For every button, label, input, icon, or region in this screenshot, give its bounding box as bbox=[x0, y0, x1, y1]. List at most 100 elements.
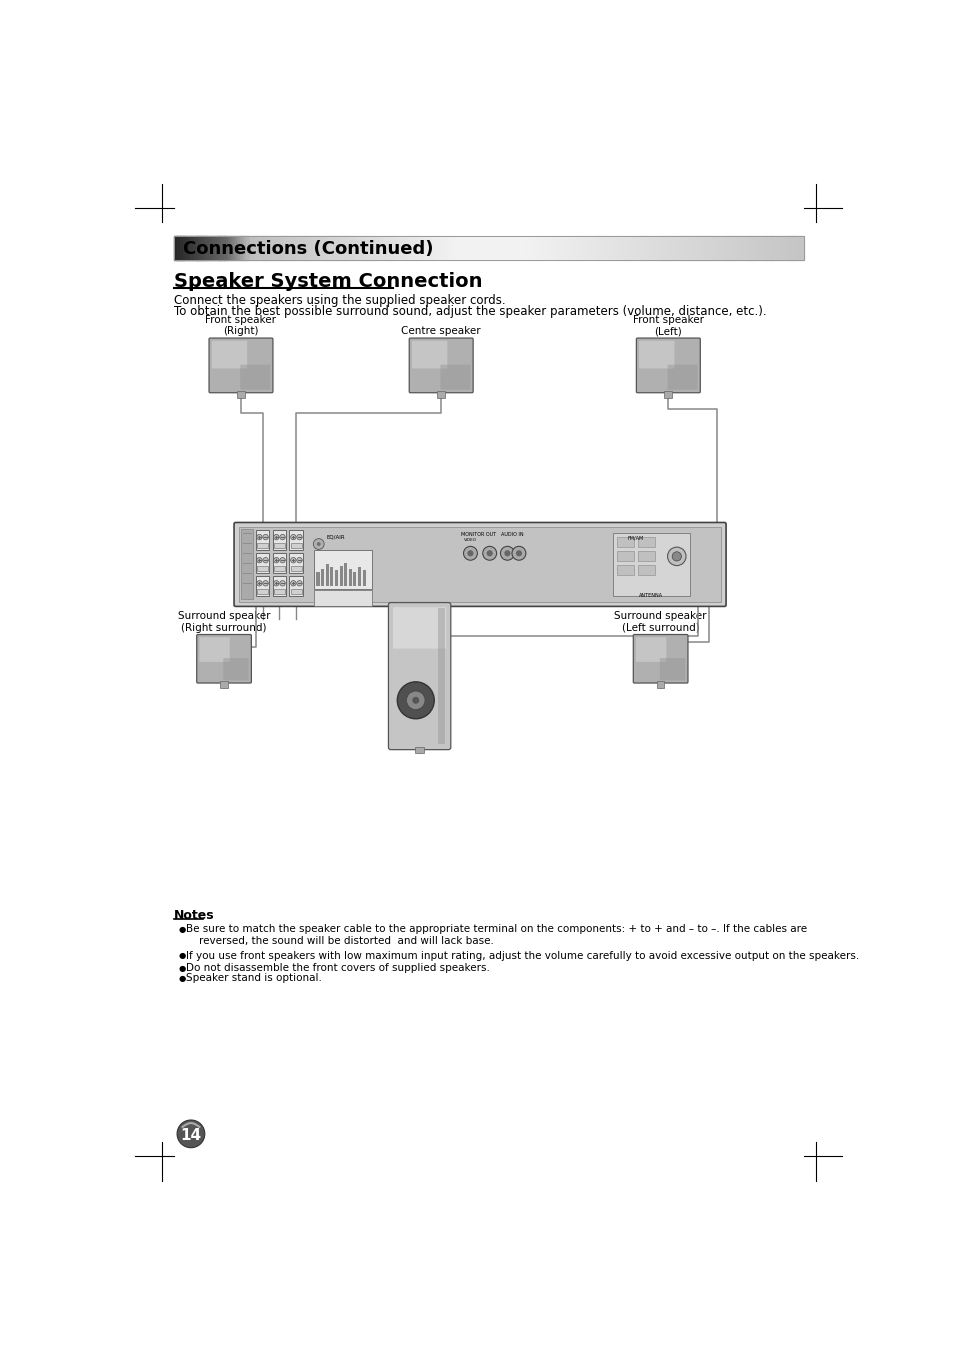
Bar bbox=[289, 577, 303, 596]
Bar bbox=[646, 236, 649, 259]
Bar bbox=[437, 608, 445, 744]
Bar bbox=[296, 236, 300, 259]
Bar bbox=[436, 390, 444, 397]
Bar bbox=[372, 236, 375, 259]
Bar bbox=[690, 236, 694, 259]
Bar bbox=[507, 236, 511, 259]
Bar bbox=[463, 236, 467, 259]
Bar bbox=[564, 236, 568, 259]
Bar bbox=[749, 236, 753, 259]
Bar bbox=[349, 569, 352, 585]
Bar bbox=[314, 590, 372, 605]
Bar bbox=[567, 236, 571, 259]
Bar bbox=[693, 236, 697, 259]
Bar bbox=[784, 236, 788, 259]
Bar bbox=[504, 236, 508, 259]
FancyBboxPatch shape bbox=[636, 338, 700, 393]
Bar bbox=[287, 236, 291, 259]
Bar bbox=[265, 236, 269, 259]
Bar bbox=[335, 236, 338, 259]
Bar bbox=[638, 538, 655, 547]
Bar bbox=[470, 236, 473, 259]
Bar bbox=[781, 236, 784, 259]
Bar bbox=[759, 236, 762, 259]
Text: Connect the speakers using the supplied speaker cords.: Connect the speakers using the supplied … bbox=[173, 293, 505, 307]
Bar bbox=[325, 565, 329, 585]
Circle shape bbox=[177, 1120, 205, 1148]
Bar bbox=[318, 236, 322, 259]
Text: Front speaker
(Left): Front speaker (Left) bbox=[632, 315, 703, 336]
Text: Be sure to match the speaker cable to the appropriate terminal on the components: Be sure to match the speaker cable to th… bbox=[186, 924, 806, 946]
Bar bbox=[429, 236, 433, 259]
Circle shape bbox=[467, 550, 473, 557]
Bar bbox=[366, 236, 370, 259]
Bar bbox=[633, 236, 637, 259]
Bar bbox=[202, 236, 206, 259]
Text: Surround speaker
(Left surround): Surround speaker (Left surround) bbox=[614, 611, 706, 632]
Bar bbox=[187, 236, 190, 259]
Bar bbox=[727, 236, 731, 259]
Bar bbox=[664, 390, 672, 397]
Text: Do not disassemble the front covers of supplied speakers.: Do not disassemble the front covers of s… bbox=[186, 963, 490, 973]
Text: AUDIO IN: AUDIO IN bbox=[501, 532, 523, 536]
Bar bbox=[344, 236, 347, 259]
Bar bbox=[273, 554, 286, 573]
Bar bbox=[611, 236, 615, 259]
Text: EQ/AIR: EQ/AIR bbox=[326, 535, 345, 540]
Bar bbox=[560, 236, 564, 259]
Bar bbox=[589, 236, 593, 259]
Bar bbox=[240, 236, 243, 259]
Bar bbox=[517, 236, 520, 259]
Bar bbox=[339, 566, 342, 585]
Circle shape bbox=[296, 535, 302, 540]
Bar bbox=[199, 236, 203, 259]
Bar bbox=[638, 565, 655, 574]
Bar bbox=[700, 236, 702, 259]
Circle shape bbox=[274, 535, 279, 540]
Text: Notes: Notes bbox=[173, 909, 214, 921]
Bar bbox=[180, 236, 184, 259]
Bar bbox=[734, 236, 738, 259]
Bar bbox=[416, 236, 419, 259]
Bar bbox=[354, 236, 356, 259]
FancyBboxPatch shape bbox=[212, 340, 247, 369]
Bar bbox=[616, 551, 633, 561]
Bar bbox=[548, 236, 552, 259]
Bar bbox=[403, 236, 407, 259]
Bar bbox=[570, 236, 574, 259]
Text: Front speaker
(Right): Front speaker (Right) bbox=[205, 315, 276, 336]
Circle shape bbox=[296, 558, 302, 563]
Bar bbox=[255, 554, 269, 573]
Bar bbox=[765, 236, 769, 259]
Bar bbox=[173, 236, 803, 259]
Circle shape bbox=[256, 558, 262, 563]
Bar bbox=[231, 236, 234, 259]
Circle shape bbox=[463, 546, 476, 561]
Text: VIDEO: VIDEO bbox=[463, 538, 476, 542]
Bar bbox=[415, 747, 424, 754]
Bar bbox=[314, 550, 372, 589]
Bar bbox=[362, 236, 366, 259]
Bar bbox=[605, 236, 608, 259]
Bar bbox=[630, 236, 634, 259]
Bar bbox=[616, 538, 633, 547]
Bar bbox=[656, 681, 664, 688]
Circle shape bbox=[500, 546, 514, 561]
Bar bbox=[721, 236, 725, 259]
Text: ●: ● bbox=[178, 951, 186, 961]
Bar bbox=[737, 236, 740, 259]
FancyBboxPatch shape bbox=[233, 523, 725, 607]
Text: ●: ● bbox=[178, 925, 186, 934]
Bar bbox=[268, 236, 272, 259]
Bar bbox=[441, 236, 445, 259]
Bar bbox=[331, 236, 335, 259]
Bar bbox=[482, 236, 486, 259]
Bar bbox=[523, 236, 527, 259]
Bar bbox=[277, 236, 281, 259]
Circle shape bbox=[291, 581, 295, 586]
FancyBboxPatch shape bbox=[409, 338, 473, 393]
Bar bbox=[350, 236, 354, 259]
Circle shape bbox=[291, 535, 295, 540]
Text: ANTENNA: ANTENNA bbox=[639, 593, 662, 597]
Bar bbox=[794, 236, 797, 259]
